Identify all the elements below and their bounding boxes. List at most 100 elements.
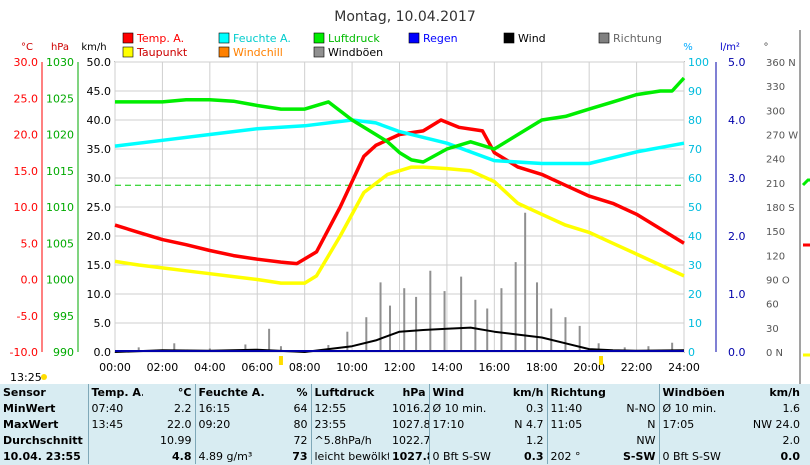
header-temp-unit: °C bbox=[177, 385, 192, 399]
table-cell-h-time bbox=[194, 432, 267, 448]
tick-label-pressure: 990 bbox=[53, 346, 74, 359]
table-cell-p-time: 23:55 bbox=[310, 416, 389, 432]
tick-label-wind: 20.0 bbox=[87, 230, 112, 243]
header-direction-blank bbox=[611, 384, 659, 400]
tick-label-rain: 3.0 bbox=[728, 172, 746, 185]
tick-label-humidity: 30 bbox=[688, 259, 702, 272]
table-cell-d-time: 202 ° bbox=[546, 448, 611, 464]
legend-swatch bbox=[313, 46, 325, 58]
tick-label-pressure: 995 bbox=[53, 310, 74, 323]
table-cell-h-val: 73 bbox=[292, 449, 308, 463]
tick-label-direction: 330 bbox=[766, 82, 785, 93]
table-cell-d-time: 11:40 bbox=[546, 400, 611, 416]
table-cell-w-time: 0 Bft S-SW bbox=[428, 448, 507, 464]
table-cell-h-val: 72 bbox=[293, 433, 308, 447]
tick-label-humidity: 70 bbox=[688, 143, 702, 156]
table-cell-p-val: 1027.8 bbox=[392, 449, 429, 463]
tick-label-rain: 4.0 bbox=[728, 114, 746, 127]
tick-label-humidity: 60 bbox=[688, 172, 702, 185]
table-cell-d-time: 11:05 bbox=[546, 416, 611, 432]
table-cell-d-val: NW bbox=[636, 433, 656, 447]
header-pressure-unit: hPa bbox=[402, 385, 426, 399]
header-temp: Temp. A. bbox=[87, 384, 143, 400]
tick-label-humidity: 80 bbox=[688, 114, 702, 127]
table-cell-g-time bbox=[658, 432, 743, 448]
clock-label: 13:25 bbox=[10, 371, 42, 384]
statistics-table: Sensor Temp. A. °C Feuchte A. % Luftdruc… bbox=[0, 384, 810, 465]
header-wind: Wind bbox=[428, 384, 507, 400]
tick-label-rain: 2.0 bbox=[728, 230, 746, 243]
tick-label-pressure: 1000 bbox=[46, 274, 74, 287]
axis-unit-label: km/h bbox=[81, 42, 106, 53]
table-cell-w-time: Ø 10 min. bbox=[428, 400, 507, 416]
tick-label-direction: 90 O bbox=[766, 276, 790, 287]
table-cell-label: 10.04. 23:55 bbox=[3, 449, 81, 463]
sunset-marker-icon bbox=[599, 356, 604, 365]
header-wind-unit: km/h bbox=[512, 385, 544, 399]
legend-swatch bbox=[313, 32, 325, 44]
tick-label-direction: 30 bbox=[766, 324, 779, 335]
tick-label-pressure: 1030 bbox=[46, 56, 74, 69]
table-cell-h-val: 64 bbox=[293, 401, 308, 415]
tick-label-time: 18:00 bbox=[526, 361, 558, 374]
tick-label-temp: 10.0 bbox=[14, 201, 39, 214]
legend-swatch bbox=[218, 32, 230, 44]
tick-label-humidity: 10 bbox=[688, 317, 702, 330]
table-cell-label: MinWert bbox=[3, 401, 56, 415]
table-cell-d-val: N bbox=[647, 417, 656, 431]
table-cell-t-val: 2.2 bbox=[174, 401, 192, 415]
table-cell-t-val: 4.8 bbox=[172, 449, 192, 463]
tick-label-wind: 30.0 bbox=[87, 172, 112, 185]
legend-label: Richtung bbox=[613, 32, 662, 45]
legend-label: Luftdruck bbox=[328, 32, 380, 45]
sunrise-marker-icon bbox=[278, 356, 283, 365]
header-direction: Richtung bbox=[546, 384, 611, 400]
table-cell-p-val: 1016.2 bbox=[392, 401, 429, 415]
axis-unit-label: ° bbox=[764, 42, 769, 53]
tick-label-humidity: 90 bbox=[688, 85, 702, 98]
table-cell-d-time bbox=[546, 432, 611, 448]
tick-label-time: 10:00 bbox=[336, 361, 368, 374]
table-cell-p-val: 1027.8 bbox=[392, 417, 429, 431]
table-cell-d-val: N-NO bbox=[626, 401, 656, 415]
tick-label-wind: 15.0 bbox=[87, 259, 112, 272]
tick-label-direction: 60 bbox=[766, 300, 779, 311]
tick-label-time: 00:00 bbox=[99, 361, 131, 374]
axis-unit-label: hPa bbox=[51, 42, 69, 53]
tick-label-direction: 0 N bbox=[766, 348, 783, 359]
legend-label: Regen bbox=[423, 32, 458, 45]
stats-grid: Sensor Temp. A. °C Feuchte A. % Luftdruc… bbox=[0, 384, 803, 464]
legend-swatch bbox=[218, 46, 230, 58]
tick-label-pressure: 1020 bbox=[46, 129, 74, 142]
tick-label-humidity: 100 bbox=[688, 56, 709, 69]
table-cell-p-time: ^5.8hPa/h bbox=[310, 432, 389, 448]
side-panel-pressure-mark bbox=[801, 178, 810, 187]
tick-label-time: 14:00 bbox=[431, 361, 463, 374]
tick-label-direction: 360 N bbox=[766, 58, 796, 69]
clock-marker-icon bbox=[41, 374, 47, 380]
tick-label-temp: 0.0 bbox=[21, 274, 39, 287]
series-line-luftdruck bbox=[115, 76, 686, 164]
series-line-feuchte-a bbox=[114, 118, 685, 166]
table-cell-g-val: 2.0 bbox=[782, 433, 801, 447]
table-cell-t-time bbox=[87, 432, 143, 448]
table-cell-w-val: 0.3 bbox=[526, 401, 544, 415]
axis-unit-label: % bbox=[683, 42, 693, 53]
table-cell-t-time: 13:45 bbox=[87, 416, 143, 432]
table-cell-p-time: leicht bewölkt bbox=[310, 448, 389, 464]
tick-label-pressure: 1005 bbox=[46, 237, 74, 250]
tick-label-humidity: 0 bbox=[688, 346, 695, 359]
tick-label-temp: -10.0 bbox=[10, 346, 38, 359]
table-cell-g-time: 0 Bft S-SW bbox=[658, 448, 743, 464]
legend-label: Temp. A. bbox=[136, 32, 184, 45]
chart-title: Montag, 10.04.2017 bbox=[334, 9, 476, 25]
tick-label-direction: 300 bbox=[766, 106, 785, 117]
tick-label-time: 04:00 bbox=[194, 361, 226, 374]
table-cell-h-time: 16:15 bbox=[194, 400, 267, 416]
tick-label-wind: 45.0 bbox=[87, 85, 112, 98]
header-gusts: Windböen bbox=[658, 384, 743, 400]
table-cell-g-val: 0.0 bbox=[780, 449, 801, 463]
tick-label-direction: 210 bbox=[766, 179, 785, 190]
tick-label-direction: 120 bbox=[766, 251, 785, 262]
